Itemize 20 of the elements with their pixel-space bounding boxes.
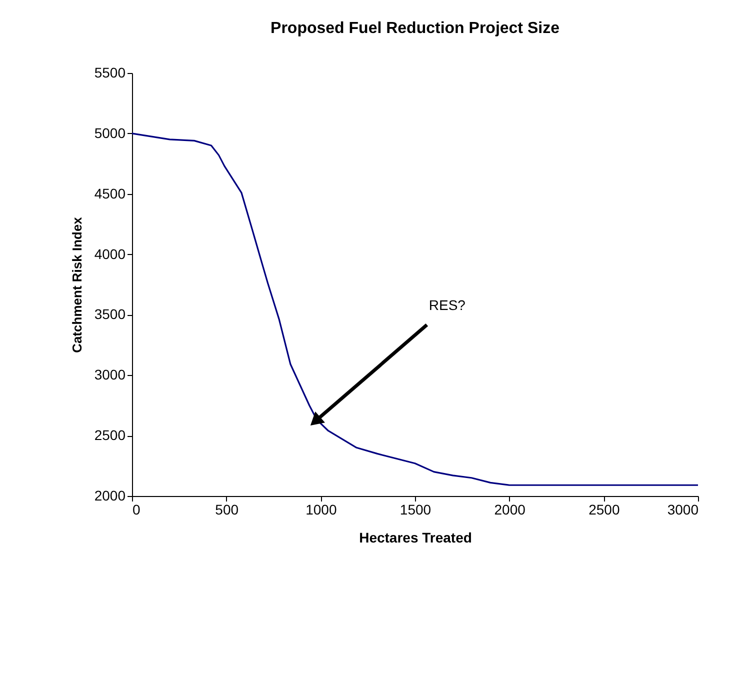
- x-tick-label: 3000: [667, 502, 699, 518]
- x-tick-label: 500: [215, 502, 239, 518]
- x-tick-label: 2000: [494, 502, 526, 518]
- y-tick-label: 5500: [94, 64, 126, 80]
- x-tick-label: 0: [132, 502, 140, 518]
- x-tick-label: 1500: [400, 502, 432, 518]
- x-axis-title: Hectares Treated: [359, 530, 472, 546]
- y-tick-label: 2000: [94, 488, 126, 504]
- y-tick-label: 5000: [94, 124, 126, 141]
- line-series: [131, 132, 699, 486]
- y-axis-title: Catchment Risk Index: [69, 216, 84, 353]
- y-tick-label: 4000: [94, 246, 126, 262]
- y-tick-label: 3000: [94, 366, 126, 383]
- y-tick-label: 2500: [94, 427, 126, 444]
- x-tick-label: 1000: [306, 502, 337, 518]
- y-tick-label: 4500: [94, 185, 126, 202]
- annotation: RES?: [428, 296, 466, 313]
- y-tick-label: 3500: [94, 306, 126, 322]
- x-tick-label: 2500: [588, 502, 620, 518]
- chart-title: Proposed Fuel Reduction Project Size: [270, 20, 560, 37]
